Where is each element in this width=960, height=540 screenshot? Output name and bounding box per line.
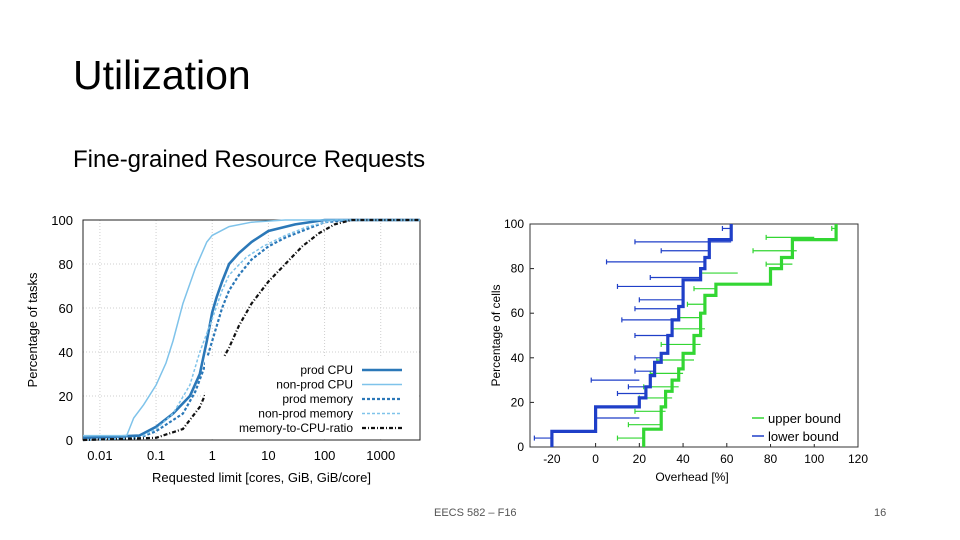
x-tick-label: 0.01 xyxy=(87,448,112,463)
x-tick-label: 10 xyxy=(261,448,275,463)
y-tick-label: 20 xyxy=(511,395,525,409)
y-axis-label: Percentage of tasks xyxy=(25,272,40,387)
y-tick-label: 100 xyxy=(504,217,524,231)
y-tick-label: 40 xyxy=(511,351,525,365)
x-tick-label: 20 xyxy=(633,452,647,466)
slide-title: Utilization xyxy=(73,52,251,98)
y-tick-label: 20 xyxy=(59,389,73,404)
legend-label: non-prod memory xyxy=(258,407,353,421)
x-tick-label: 0 xyxy=(592,452,599,466)
legend-label: prod memory xyxy=(282,392,353,406)
legend-label: memory-to-CPU-ratio xyxy=(239,421,353,435)
y-tick-label: 40 xyxy=(59,345,73,360)
legend-label: non-prod CPU xyxy=(276,378,353,392)
page-number: 16 xyxy=(874,507,887,519)
slide-subtitle: Fine-grained Resource Requests xyxy=(73,146,426,173)
footer-course: EECS 582 – F16 xyxy=(434,507,517,519)
series-line xyxy=(82,218,420,442)
x-tick-label: 40 xyxy=(676,452,690,466)
x-axis-label: Requested limit [cores, GiB, GiB/core] xyxy=(152,470,371,485)
legend-label: upper bound xyxy=(768,411,841,426)
legend-background xyxy=(748,410,854,444)
y-tick-label: 80 xyxy=(59,257,73,272)
step-line xyxy=(550,224,733,447)
series-line xyxy=(82,218,420,442)
x-tick-label: 120 xyxy=(848,452,868,466)
x-tick-label: 100 xyxy=(804,452,824,466)
y-tick-label: 100 xyxy=(51,213,73,228)
x-tick-label: -20 xyxy=(543,452,561,466)
y-tick-label: 60 xyxy=(59,301,73,316)
y-tick-label: 0 xyxy=(66,433,73,448)
x-tick-label: 80 xyxy=(764,452,778,466)
x-tick-label: 100 xyxy=(314,448,336,463)
x-tick-label: 1000 xyxy=(366,448,395,463)
y-tick-label: 0 xyxy=(517,440,524,454)
step-line xyxy=(642,224,838,447)
plot-frame xyxy=(529,223,859,448)
y-axis-label: Percentage of cells xyxy=(489,284,503,386)
y-tick-label: 60 xyxy=(511,306,525,320)
series-line xyxy=(82,219,420,441)
x-tick-label: 0.1 xyxy=(147,448,165,463)
x-tick-label: 1 xyxy=(209,448,216,463)
legend-label: lower bound xyxy=(768,429,839,444)
x-axis-label: Overhead [%] xyxy=(655,470,728,484)
plot-frame xyxy=(82,219,421,441)
legend-label: prod CPU xyxy=(300,363,353,377)
series-line xyxy=(83,219,420,437)
x-tick-label: 60 xyxy=(720,452,734,466)
y-tick-label: 80 xyxy=(511,262,525,276)
